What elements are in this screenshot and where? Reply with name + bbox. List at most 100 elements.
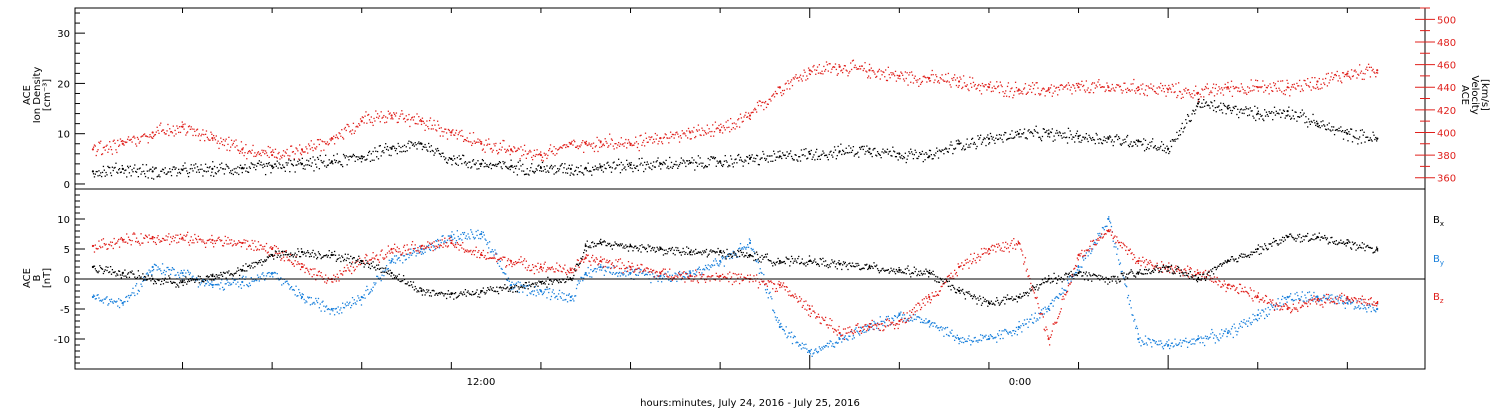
bz-sample <box>192 239 194 241</box>
velocity-sample <box>1004 92 1006 95</box>
velocity-sample <box>244 152 246 154</box>
ion-density-sample <box>665 159 667 162</box>
ion-density-sample <box>118 167 121 170</box>
ion-density-sample <box>130 175 132 177</box>
velocity-sample <box>114 142 116 145</box>
ion-density-sample <box>1350 128 1352 130</box>
velocity-sample <box>1076 84 1079 86</box>
velocity-sample <box>1331 72 1333 74</box>
ion-density-sample <box>407 142 409 145</box>
bz-sample <box>175 234 177 236</box>
ion-density-sample <box>1346 128 1348 131</box>
by-sample <box>334 308 337 310</box>
velocity-sample <box>683 132 685 134</box>
by-sample <box>992 337 994 340</box>
by-sample <box>1235 330 1237 332</box>
by-sample <box>166 266 168 269</box>
velocity-sample <box>470 141 472 143</box>
by-sample <box>111 301 114 303</box>
by-sample <box>526 294 528 297</box>
velocity-sample <box>255 154 258 156</box>
by-point <box>1256 313 1259 317</box>
by-sample <box>374 284 376 286</box>
by-sample <box>717 264 719 266</box>
ion-density-sample <box>961 148 963 151</box>
by-sample <box>557 298 559 300</box>
bz-sample <box>494 257 496 260</box>
ion-density-sample <box>580 165 582 167</box>
ion-density-sample <box>1083 138 1086 140</box>
velocity-sample <box>563 144 565 146</box>
velocity-sample <box>658 140 660 143</box>
ion-density-sample <box>1038 136 1040 139</box>
by-sample <box>660 281 663 283</box>
ion-density-sample <box>219 163 221 166</box>
ion-density-sample <box>1327 128 1329 130</box>
ion-density-sample <box>236 172 238 174</box>
ion-density-sample <box>662 161 665 163</box>
by-sample <box>635 274 638 276</box>
by-sample <box>1167 345 1169 347</box>
velocity-sample <box>514 150 517 153</box>
bz-sample <box>372 252 374 254</box>
by-sample <box>618 271 621 274</box>
velocity-sample <box>1035 82 1037 84</box>
ion-density-sample <box>1341 131 1343 133</box>
by-sample <box>786 336 788 339</box>
by-sample <box>297 294 299 297</box>
ion-density-sample <box>189 168 191 170</box>
by-sample <box>177 271 179 274</box>
by-sample <box>608 266 610 268</box>
ion-density-sample <box>930 154 932 156</box>
ion-density-sample <box>530 166 532 169</box>
ion-density-sample <box>534 170 536 173</box>
ion-density-sample <box>964 148 967 150</box>
by-sample <box>271 273 273 276</box>
by-sample <box>469 238 471 240</box>
by-sample <box>617 272 620 275</box>
by-sample <box>580 276 582 279</box>
by-sample <box>1205 337 1208 340</box>
velocity-sample <box>586 144 588 147</box>
by-sample <box>1133 320 1135 322</box>
velocity-sample <box>726 126 728 129</box>
ion-density-sample <box>822 150 824 152</box>
velocity-sample <box>1347 70 1349 73</box>
velocity-sample <box>628 141 631 143</box>
ion-density-sample <box>765 158 768 160</box>
by-sample <box>367 293 370 295</box>
velocity-sample <box>408 113 410 116</box>
velocity-sample <box>608 145 610 147</box>
velocity-sample <box>477 138 479 140</box>
by-sample <box>1312 300 1314 302</box>
by-sample <box>668 279 670 281</box>
ion-density-sample <box>582 172 584 174</box>
velocity-sample <box>693 126 695 129</box>
velocity-sample <box>1046 90 1048 92</box>
ion-density-sample <box>644 168 647 170</box>
by-sample <box>926 322 928 324</box>
velocity-sample <box>1048 91 1051 94</box>
by-sample <box>875 323 877 325</box>
ion-density-sample <box>1178 130 1181 132</box>
velocity-sample <box>670 135 673 138</box>
ion-density-sample <box>611 167 614 169</box>
velocity-sample <box>309 148 312 150</box>
ion-density-sample <box>1011 130 1013 132</box>
velocity-sample <box>1249 90 1251 92</box>
bz-sample <box>491 257 493 259</box>
by-sample <box>377 277 380 279</box>
ion-density-sample <box>1050 131 1053 134</box>
ion-density-sample <box>465 164 467 166</box>
ion-density-sample <box>808 150 811 153</box>
ion-density-sample <box>110 174 113 177</box>
velocity-sample <box>1212 87 1214 89</box>
bz-sample <box>115 242 117 245</box>
ion-density-sample <box>568 164 571 167</box>
ion-density-sample <box>376 156 378 158</box>
velocity-sample <box>144 135 147 137</box>
by-sample <box>1191 338 1193 340</box>
by-sample <box>979 339 981 341</box>
by-sample <box>545 288 547 291</box>
velocity-sample <box>766 103 769 105</box>
